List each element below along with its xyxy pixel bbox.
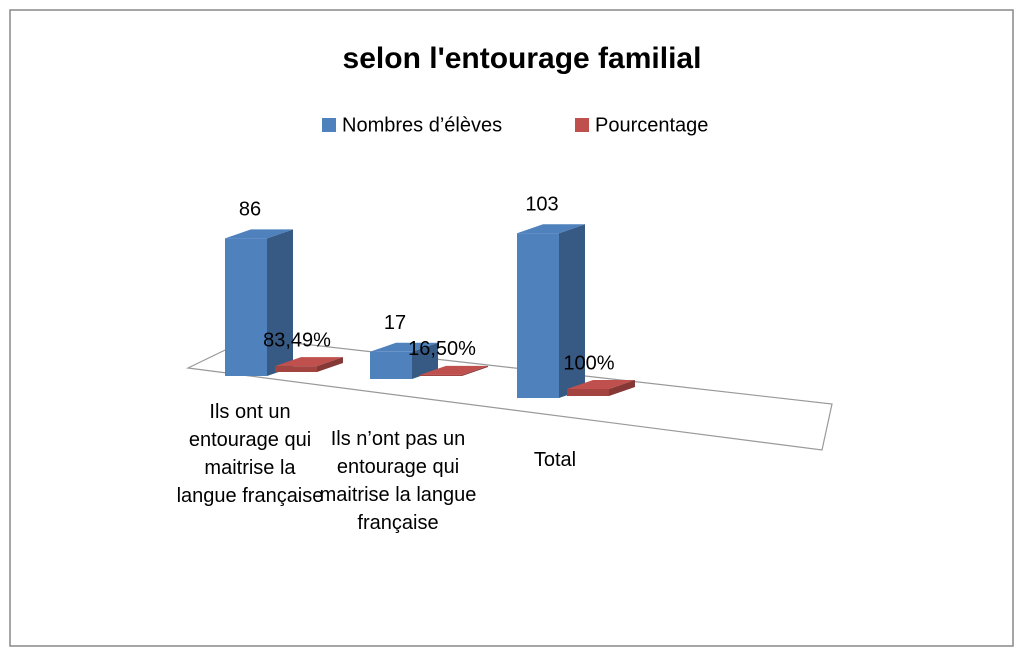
legend-swatch	[322, 118, 336, 132]
bar-top	[275, 357, 343, 367]
bar	[225, 238, 267, 376]
bar-side	[559, 224, 585, 398]
data-label: 103	[525, 193, 558, 215]
data-label: 16,50%	[408, 338, 476, 360]
bar-top	[225, 229, 293, 239]
bar-top	[370, 342, 438, 352]
bar	[517, 233, 559, 398]
x-tick-label: Ils n’ont pas un entourage qui maitrise …	[319, 428, 477, 534]
bar-side	[412, 342, 438, 379]
legend-label: Pourcentage	[595, 114, 708, 136]
data-label: 86	[239, 199, 261, 221]
bar	[420, 374, 462, 376]
legend-swatch	[575, 118, 589, 132]
bar	[567, 389, 609, 396]
chart-title: selon l'entourage familial	[343, 42, 702, 75]
bar-top	[567, 380, 635, 389]
legend-label: Nombres d’élèves	[342, 114, 502, 136]
data-label: 83,49%	[263, 329, 331, 351]
bar	[370, 351, 412, 379]
bar-side	[317, 357, 343, 372]
chart-frame	[9, 9, 1014, 647]
data-label: 17	[384, 312, 406, 334]
x-tick-label: Total	[533, 449, 577, 471]
data-label: 100%	[563, 352, 614, 374]
x-tick-label: Ils ont un entourage qui maitrise la lan…	[176, 401, 324, 507]
bar-side	[609, 380, 635, 396]
bar	[275, 366, 317, 372]
bar-top	[420, 365, 488, 375]
bar-side	[267, 229, 293, 376]
bar-top	[517, 224, 585, 234]
bar-side	[462, 365, 488, 376]
